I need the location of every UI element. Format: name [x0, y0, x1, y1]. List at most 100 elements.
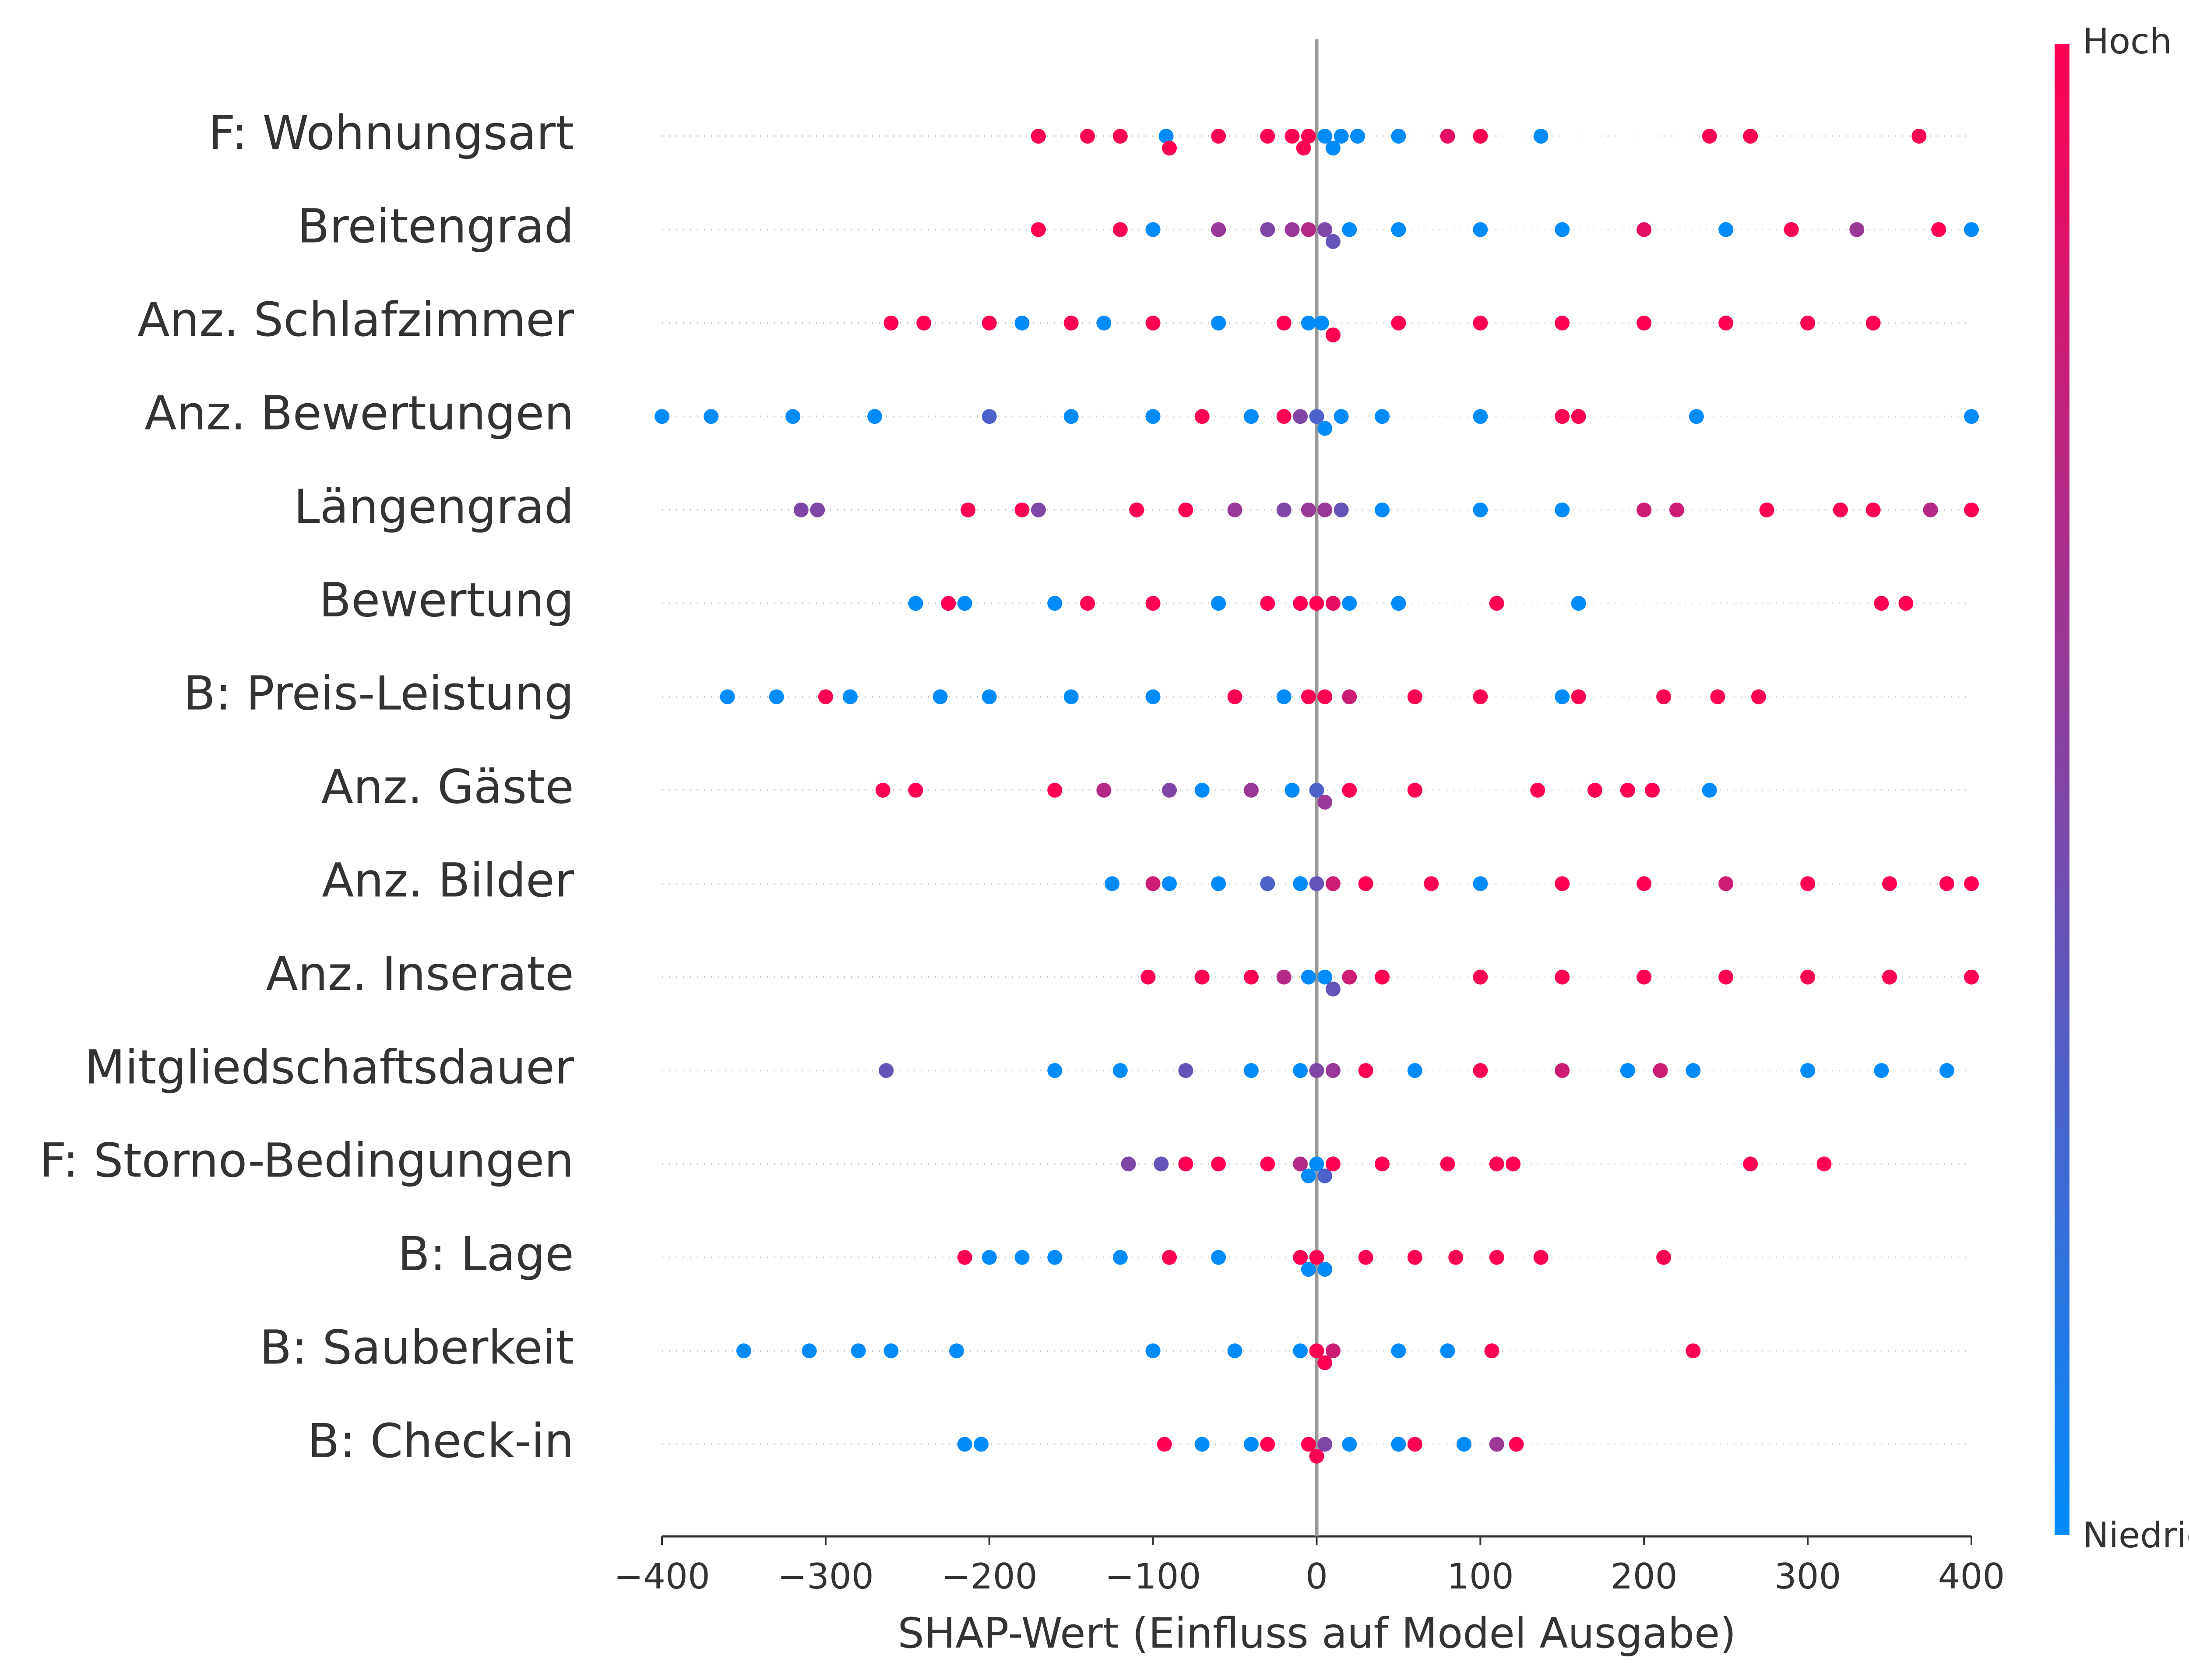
shap-point	[1620, 1063, 1635, 1078]
shap-point	[1296, 141, 1311, 156]
x-tick-label: 200	[1611, 1556, 1678, 1597]
shap-point	[1145, 1343, 1161, 1359]
shap-point	[1334, 502, 1349, 518]
shap-point	[908, 596, 923, 611]
shap-point	[1112, 1250, 1128, 1265]
shap-point	[1473, 1063, 1488, 1078]
shap-point	[1375, 1156, 1390, 1172]
shap-point	[1243, 782, 1259, 798]
shap-point	[1718, 315, 1734, 331]
shap-point	[1350, 129, 1365, 144]
shap-point	[1456, 1437, 1471, 1452]
shap-point	[1440, 129, 1455, 144]
shap-point	[1260, 222, 1275, 237]
shap-point	[1964, 502, 1979, 518]
shap-point	[1391, 315, 1406, 331]
shap-point	[1047, 1250, 1063, 1265]
shap-point	[1301, 315, 1316, 331]
shap-point	[1285, 782, 1300, 798]
shap-point	[1743, 1156, 1758, 1172]
shap-point	[1800, 876, 1816, 891]
x-axis-label: SHAP-Wert (Einfluss auf Model Ausgabe)	[897, 1610, 1736, 1658]
shap-point	[949, 1343, 964, 1359]
shap-point	[1407, 1250, 1422, 1265]
shap-point	[1227, 689, 1242, 704]
x-tick-label: −100	[1105, 1556, 1201, 1597]
shap-point	[1849, 222, 1865, 237]
shap-point	[1656, 689, 1672, 704]
shap-point	[883, 1343, 899, 1359]
shap-point	[1325, 876, 1341, 891]
shap-point	[1112, 129, 1128, 144]
shap-point	[1243, 969, 1259, 985]
shap-point	[1391, 1437, 1406, 1452]
shap-point	[1571, 596, 1586, 611]
shap-point	[1047, 782, 1063, 798]
shap-point	[1293, 1063, 1308, 1078]
x-tick-label: 0	[1306, 1556, 1328, 1597]
shap-point	[1145, 409, 1161, 424]
shap-point	[1014, 1250, 1030, 1265]
shap-point	[1334, 409, 1349, 424]
shap-point	[982, 409, 997, 424]
shap-point	[1424, 876, 1439, 891]
shap-point	[1293, 596, 1308, 611]
shap-point	[1530, 782, 1545, 798]
shap-point	[1227, 502, 1242, 518]
shap-point	[1243, 1437, 1259, 1452]
shap-point	[1063, 689, 1079, 704]
shap-point	[1162, 1250, 1177, 1265]
x-tick-label: −200	[941, 1556, 1038, 1597]
shap-point	[1931, 222, 1946, 237]
shap-point	[1555, 315, 1570, 331]
shap-point	[1391, 129, 1406, 144]
shap-point	[1014, 315, 1030, 331]
shap-point	[1317, 222, 1333, 237]
shap-point	[1063, 315, 1079, 331]
y-tick-label: B: Sauberkeit	[260, 1321, 574, 1375]
x-tick-label: −400	[614, 1556, 710, 1597]
shap-point	[1342, 782, 1357, 798]
shap-point	[655, 409, 669, 424]
shap-point	[1874, 596, 1889, 611]
shap-point	[1145, 222, 1161, 237]
shap-point	[1227, 1343, 1242, 1359]
y-tick-label: Längengrad	[294, 480, 574, 534]
shap-point	[1211, 315, 1226, 331]
shap-point	[1285, 222, 1300, 237]
shap-point	[1898, 596, 1914, 611]
shap-point	[1865, 315, 1881, 331]
shap-point	[1939, 1063, 1954, 1078]
shap-point	[1276, 409, 1292, 424]
shap-point	[1533, 129, 1548, 144]
shap-point	[1506, 1156, 1521, 1172]
shap-point	[1276, 502, 1292, 518]
shap-point	[1325, 596, 1341, 611]
shap-point	[1407, 1437, 1422, 1452]
shap-point	[1874, 1063, 1889, 1078]
shap-point	[957, 1250, 972, 1265]
shap-point	[1293, 1343, 1308, 1359]
shap-point	[1473, 409, 1488, 424]
shap-point	[1325, 1343, 1341, 1359]
shap-point	[1571, 409, 1586, 424]
shap-point	[1334, 129, 1349, 144]
shap-point	[957, 596, 972, 611]
shap-point	[1407, 782, 1422, 798]
shap-point	[1317, 129, 1333, 144]
shap-point	[1260, 1156, 1275, 1172]
shap-point	[1309, 1448, 1324, 1464]
shap-point	[1158, 129, 1174, 144]
shap-point	[1923, 502, 1938, 518]
shap-point	[1533, 1250, 1548, 1265]
shap-point	[1276, 969, 1292, 985]
shap-point	[1555, 876, 1570, 891]
shap-point	[1325, 1156, 1341, 1172]
shap-point	[1293, 409, 1308, 424]
shap-point	[1293, 876, 1308, 891]
shap-point	[933, 689, 948, 704]
shap-point	[1162, 782, 1177, 798]
shap-point	[1285, 129, 1300, 144]
y-tick-label: B: Check-in	[307, 1414, 574, 1469]
shap-point	[1964, 969, 1979, 985]
